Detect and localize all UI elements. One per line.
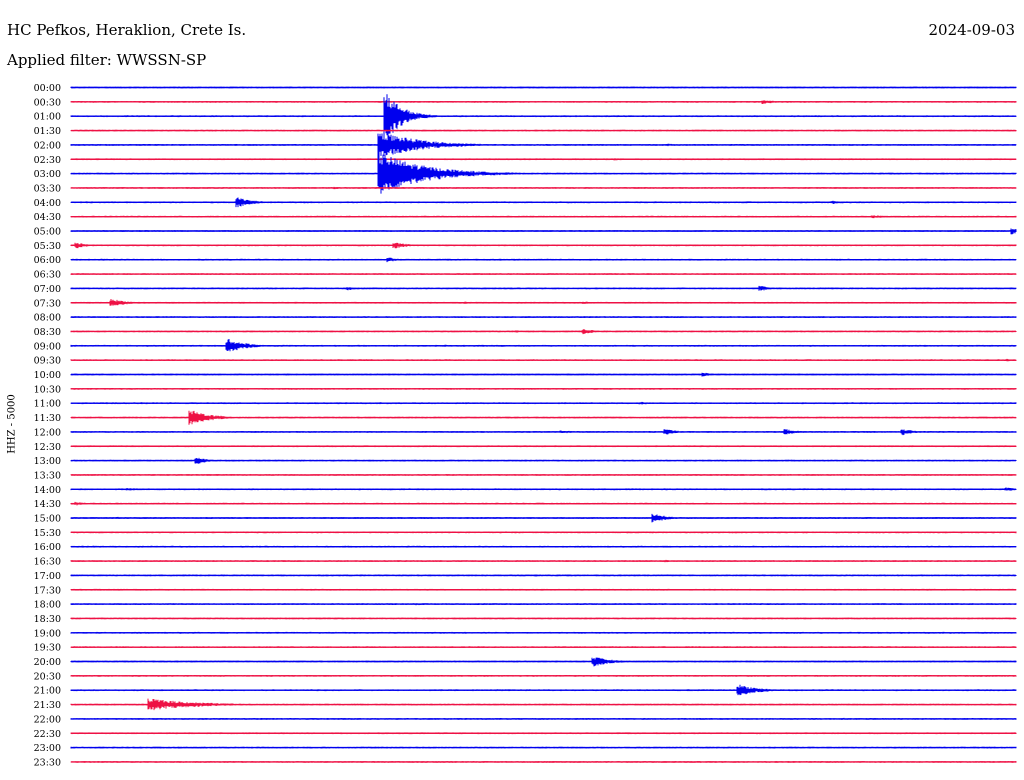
row-time-label: 07:00	[34, 284, 61, 295]
row-time-label: 05:00	[34, 227, 61, 238]
row-time-label: 21:00	[34, 686, 61, 697]
row-time-label: 19:00	[34, 628, 61, 639]
row-time-label: 10:00	[34, 370, 61, 381]
row-time-label: 07:30	[34, 298, 61, 309]
row-time-label: 12:00	[34, 427, 61, 438]
filter-label: Applied filter: WWSSN-SP	[7, 51, 206, 69]
row-time-label: 17:00	[34, 571, 61, 582]
row-time-label: 14:00	[34, 485, 61, 496]
row-time-label: 19:30	[34, 643, 61, 654]
row-time-label: 02:30	[34, 155, 61, 166]
station-title: HC Pefkos, Heraklion, Crete Is.	[7, 21, 247, 39]
row-time-label: 09:30	[34, 356, 61, 367]
row-time-label: 05:30	[34, 241, 61, 252]
row-time-label: 04:00	[34, 198, 61, 209]
row-time-label: 23:00	[34, 743, 61, 754]
row-time-label: 10:30	[34, 384, 61, 395]
row-time-label: 15:30	[34, 528, 61, 539]
row-time-label: 03:00	[34, 169, 61, 180]
date-label: 2024-09-03	[928, 21, 1015, 39]
row-time-label: 16:00	[34, 542, 61, 553]
row-time-label: 08:30	[34, 327, 61, 338]
row-time-label: 11:30	[34, 413, 61, 424]
row-time-label: 06:00	[34, 255, 61, 266]
row-time-label: 00:30	[34, 97, 61, 108]
row-time-label: 00:00	[34, 83, 61, 94]
row-time-label: 06:30	[34, 270, 61, 281]
row-time-label: 02:00	[34, 140, 61, 151]
row-time-label: 22:00	[34, 714, 61, 725]
row-time-label: 20:00	[34, 657, 61, 668]
row-time-label: 15:00	[34, 514, 61, 525]
row-time-label: 04:30	[34, 212, 61, 223]
row-time-label: 21:30	[34, 700, 61, 711]
row-time-label: 13:30	[34, 470, 61, 481]
row-time-label: 20:30	[34, 671, 61, 682]
row-time-label: 18:30	[34, 614, 61, 625]
row-time-label: 12:30	[34, 442, 61, 453]
filter-name: WWSSN-SP	[116, 51, 207, 69]
row-time-label: 16:30	[34, 557, 61, 568]
row-time-label: 03:30	[34, 183, 61, 194]
row-time-label: 09:00	[34, 341, 61, 352]
row-time-label: 01:00	[34, 112, 61, 123]
row-time-label: 17:30	[34, 585, 61, 596]
row-time-label: 13:00	[34, 456, 61, 467]
row-time-label: 11:00	[34, 399, 61, 410]
row-time-label: 08:00	[34, 313, 61, 324]
row-time-label: 22:30	[34, 729, 61, 740]
row-time-label: 18:00	[34, 600, 61, 611]
row-time-label: 23:30	[34, 757, 61, 768]
filter-prefix: Applied filter:	[7, 51, 117, 69]
row-time-label: 01:30	[34, 126, 61, 137]
row-time-label: 14:30	[34, 499, 61, 510]
